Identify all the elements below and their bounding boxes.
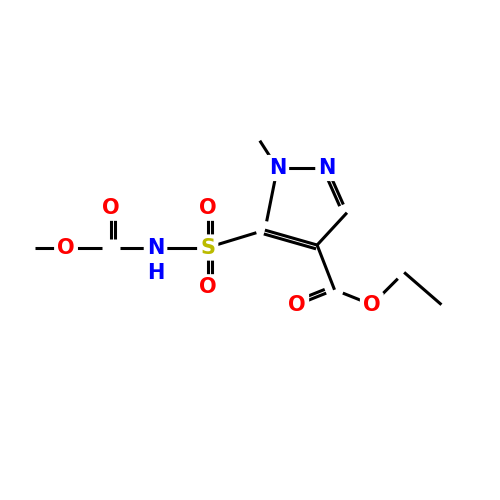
Text: O: O	[199, 278, 216, 297]
Text: O: O	[288, 294, 306, 314]
Text: H: H	[147, 264, 164, 283]
Text: O: O	[57, 238, 75, 258]
Text: N: N	[318, 158, 336, 178]
Text: N: N	[268, 158, 286, 178]
Text: S: S	[200, 238, 215, 258]
Text: O: O	[363, 294, 380, 314]
Text: O: O	[102, 198, 120, 218]
Text: N: N	[147, 238, 164, 258]
Text: O: O	[199, 198, 216, 218]
